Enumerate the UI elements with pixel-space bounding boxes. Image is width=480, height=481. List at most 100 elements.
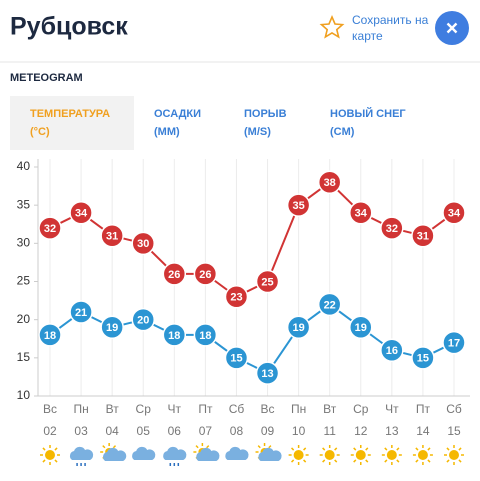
value-label: 19 xyxy=(106,322,118,334)
sun-icon xyxy=(386,450,397,460)
value-label: 13 xyxy=(261,368,273,380)
cloud-icon xyxy=(69,446,94,460)
x-date-label: 11 xyxy=(323,424,336,438)
x-date-label: 14 xyxy=(416,424,430,438)
point xyxy=(380,338,404,362)
value-label: 20 xyxy=(137,315,149,327)
sun-ray xyxy=(322,459,326,463)
save-text: Сохранить на xyxy=(352,13,429,27)
point xyxy=(38,216,62,240)
y-tick-label: 25 xyxy=(17,274,31,288)
tab-label: НОВЫЙ СНЕГ xyxy=(330,107,406,120)
point xyxy=(193,323,218,347)
section-title: METEOGRAM xyxy=(10,72,83,84)
tab-unit: (CM) xyxy=(330,126,355,138)
point xyxy=(162,323,187,347)
tab[interactable]: НОВЫЙ СНЕГ (CM) xyxy=(330,107,406,138)
point xyxy=(442,201,466,225)
x-tick-label: Пн xyxy=(73,402,88,416)
sun-ray xyxy=(112,445,117,449)
x-tick-label: Вс xyxy=(43,402,57,416)
sun-ray xyxy=(322,447,326,451)
sun-ray xyxy=(257,445,261,449)
tab[interactable]: ПОРЫВ (M/S) xyxy=(244,108,287,138)
value-label: 23 xyxy=(230,292,242,304)
sun-ray xyxy=(303,447,307,451)
value-label: 32 xyxy=(386,223,398,235)
tab-label: ОСАДКИ xyxy=(154,108,201,120)
x-date-label: 07 xyxy=(199,424,213,438)
value-label: 32 xyxy=(44,223,56,235)
sun-ray xyxy=(427,459,431,463)
sun-ray xyxy=(446,459,450,463)
value-label: 31 xyxy=(106,231,118,243)
x-date-label: 12 xyxy=(354,424,368,438)
sun-ray xyxy=(291,459,295,463)
sun-ray xyxy=(206,445,210,449)
x-tick-label: Ср xyxy=(353,402,369,416)
sun-ray xyxy=(384,447,388,451)
sun-icon xyxy=(355,450,366,460)
sun-ray xyxy=(291,447,295,451)
point xyxy=(100,315,124,340)
sun-ray xyxy=(54,447,58,451)
x-tick-label: Вт xyxy=(106,402,120,416)
sun-ray xyxy=(353,459,357,463)
y-tick-label: 40 xyxy=(17,159,31,173)
value-label: 34 xyxy=(355,208,368,220)
value-label: 19 xyxy=(355,322,367,334)
point xyxy=(131,231,155,256)
value-label: 30 xyxy=(137,238,149,250)
y-tick-label: 20 xyxy=(17,312,31,326)
tab[interactable]: ТЕМПЕРАТУРА (°C) xyxy=(30,108,110,138)
sun-icon xyxy=(449,450,459,460)
x-tick-label: Пт xyxy=(416,402,431,416)
x-tick-label: Вт xyxy=(323,402,337,416)
x-date-label: 04 xyxy=(105,424,119,438)
sun-ray xyxy=(334,447,338,451)
cloud-icon xyxy=(132,446,156,460)
star-icon xyxy=(319,14,345,39)
value-label: 22 xyxy=(324,299,336,311)
active-tab xyxy=(10,96,134,150)
close-button[interactable] xyxy=(435,11,469,45)
value-label: 18 xyxy=(168,330,180,342)
save-button[interactable]: Сохранить на карте xyxy=(319,13,429,43)
point xyxy=(286,315,311,340)
sun-ray xyxy=(303,459,307,463)
x-tick-label: Чт xyxy=(385,402,399,416)
x-tick-label: Сб xyxy=(229,402,245,416)
point xyxy=(100,223,124,248)
x-date-label: 08 xyxy=(230,424,244,438)
x-tick-label: Пт xyxy=(198,402,213,416)
value-label: 31 xyxy=(417,231,429,243)
y-tick-label: 30 xyxy=(17,236,31,250)
cloud-icon xyxy=(225,446,249,460)
sun-ray xyxy=(365,447,369,451)
precip-icon xyxy=(76,463,86,466)
tab-label: ТЕМПЕРАТУРА xyxy=(30,108,110,120)
y-tick-label: 15 xyxy=(17,350,31,364)
value-label: 21 xyxy=(75,307,87,319)
value-label: 15 xyxy=(417,353,429,365)
sun-ray xyxy=(458,459,462,463)
x-tick-label: Вс xyxy=(261,402,275,416)
point xyxy=(349,315,373,340)
point xyxy=(349,201,373,225)
tab-unit: (MM) xyxy=(154,126,180,138)
point xyxy=(411,223,435,248)
value-label: 26 xyxy=(168,269,180,281)
sun-ray xyxy=(396,447,400,451)
sun-ray xyxy=(334,459,338,463)
cloud-icon xyxy=(196,447,220,461)
sun-ray xyxy=(427,447,431,451)
sun-ray xyxy=(396,459,400,463)
x-date-label: 13 xyxy=(385,424,399,438)
cloud-icon xyxy=(103,447,127,461)
value-label: 15 xyxy=(230,353,242,365)
point xyxy=(38,323,62,347)
x-date-label: 10 xyxy=(292,424,306,438)
cloud-icon xyxy=(258,447,282,461)
tab[interactable]: ОСАДКИ (MM) xyxy=(154,108,201,138)
sun-ray xyxy=(42,459,46,463)
